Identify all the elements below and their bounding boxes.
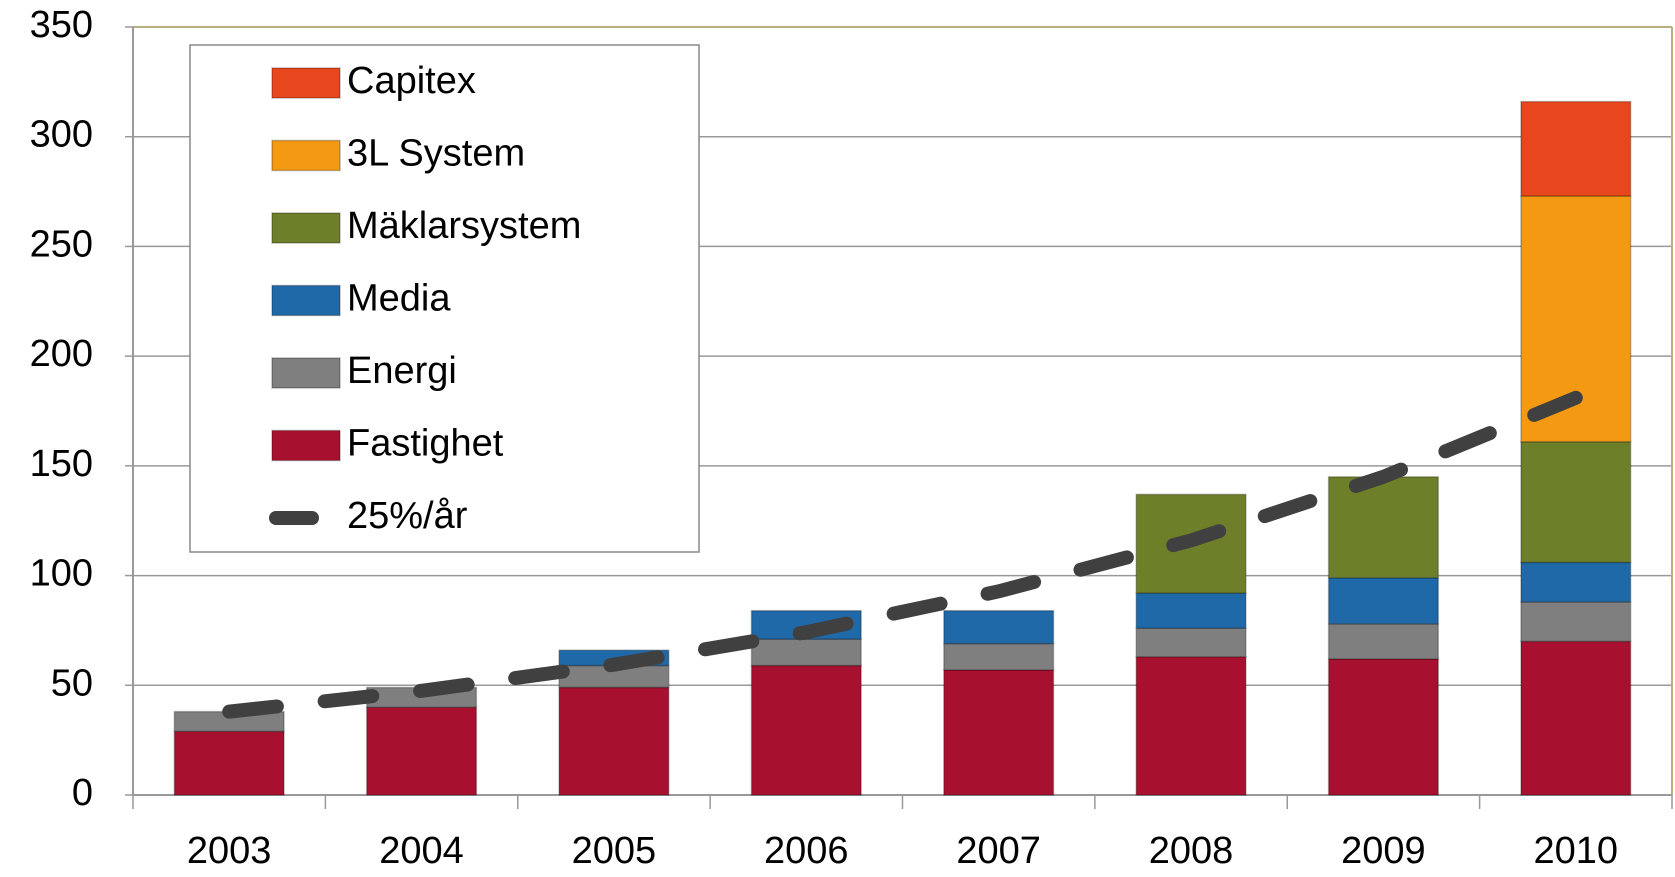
y-tick-label: 100: [30, 553, 93, 595]
y-tick-label: 50: [51, 662, 93, 704]
legend-swatch: [271, 67, 341, 99]
legend-label: 3L System: [347, 133, 525, 175]
legend-label: Fastighet: [347, 423, 504, 465]
x-tick-label: 2010: [1534, 830, 1619, 872]
bar-segment: [1520, 100, 1632, 197]
bar-segment: [1327, 476, 1440, 579]
legend-label: Media: [347, 278, 451, 320]
legend-swatch: [271, 212, 341, 244]
bar-segment: [1520, 561, 1632, 603]
bar-segment: [365, 706, 478, 796]
bar-segment: [1327, 658, 1440, 796]
legend-label: 25%/år: [347, 495, 468, 537]
bar-segment: [1135, 656, 1247, 796]
bar-segment: [1520, 440, 1632, 564]
x-tick-label: 2005: [572, 830, 657, 872]
x-tick-label: 2008: [1149, 830, 1234, 872]
y-tick-label: 0: [72, 772, 93, 814]
x-tick-label: 2006: [764, 830, 849, 872]
legend-swatch: [271, 284, 341, 317]
legend-label: Capitex: [347, 60, 476, 102]
bar-segment: [173, 730, 285, 796]
bar-segment: [1327, 577, 1440, 625]
bar-segment: [750, 664, 862, 796]
legend-swatch: [271, 139, 341, 172]
y-tick-label: 150: [30, 443, 93, 485]
legend-label: Mäklarsystem: [347, 205, 581, 247]
bar-segment: [943, 609, 1055, 645]
legend-swatch: [271, 357, 341, 389]
bar-segment: [1135, 592, 1247, 629]
trend-line: [222, 390, 1583, 719]
bar-segment: [750, 638, 862, 667]
bar-segment: [1327, 623, 1440, 660]
bar-segment: [1135, 627, 1247, 658]
x-tick-label: 2003: [187, 830, 272, 872]
y-tick-label: 250: [30, 223, 93, 265]
legend-label: Energi: [347, 350, 457, 392]
bar-segment: [943, 669, 1055, 796]
y-tick-label: 350: [30, 4, 93, 46]
bar-segment: [1520, 601, 1632, 643]
bar-segment: [1520, 640, 1632, 796]
x-tick-label: 2004: [379, 830, 464, 872]
bar-segment: [558, 686, 670, 796]
x-tick-label: 2007: [956, 830, 1041, 872]
x-tick-label: 2009: [1341, 830, 1426, 872]
y-tick-label: 200: [30, 333, 93, 375]
legend-swatch: [271, 429, 341, 462]
y-tick-label: 300: [30, 114, 93, 156]
bar-segment: [943, 642, 1055, 671]
